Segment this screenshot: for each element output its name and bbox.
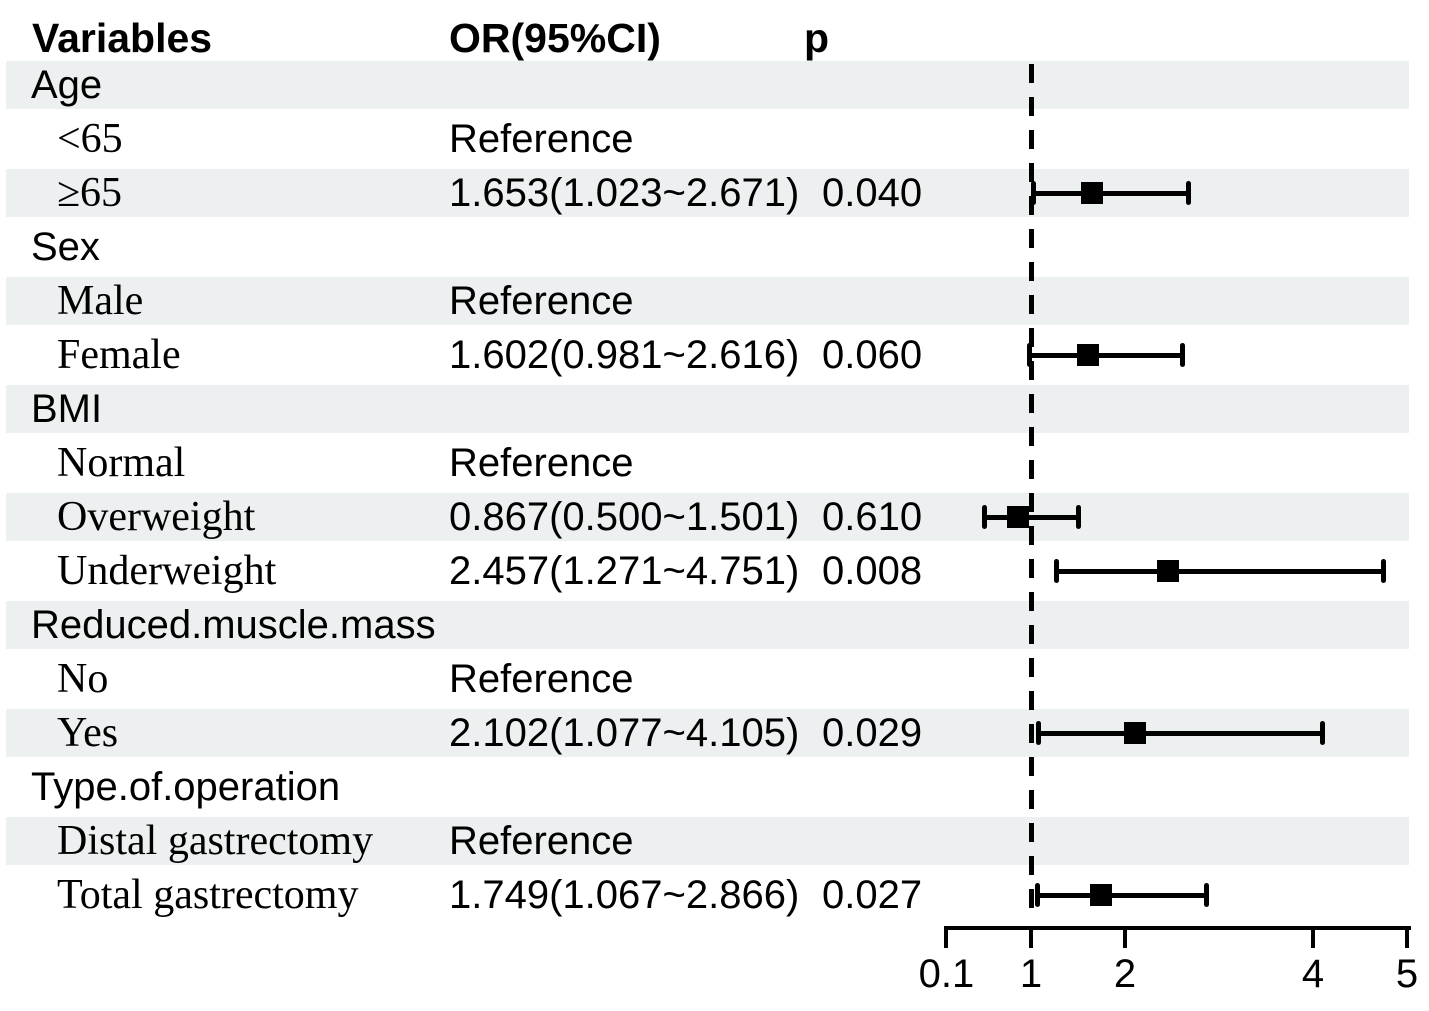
row-label-distal-gastrectomy: Distal gastrectomy: [57, 818, 374, 864]
row-stripe: [6, 61, 1409, 109]
or-ci-value: Reference: [449, 657, 634, 701]
ci-whisker: [1029, 352, 1183, 358]
row-label-reduced-muscle-mass: Reduced.muscle.mass: [31, 603, 436, 647]
row-stripe: [6, 493, 1409, 541]
x-axis-tick-label: 4: [1301, 952, 1325, 996]
row-label-sex: Sex: [31, 225, 100, 269]
ci-whisker: [1056, 568, 1384, 574]
ci-whisker: [1033, 190, 1189, 196]
ci-cap-low: [1035, 721, 1041, 745]
or-ci-value: 0.867(0.500~1.501): [449, 495, 800, 539]
column-header-p: p: [804, 15, 830, 61]
or-ci-value: 1.749(1.067~2.866): [449, 873, 800, 917]
ci-whisker: [1038, 730, 1323, 736]
ci-cap-low: [1053, 559, 1059, 583]
p-value: 0.008: [822, 549, 923, 593]
row-label-65: <65: [57, 116, 123, 162]
row-stripe: [6, 601, 1409, 649]
row-label-underweight: Underweight: [57, 548, 277, 594]
ci-cap-high: [1185, 181, 1191, 205]
ci-cap-high: [1203, 883, 1209, 907]
or-ci-value: 2.102(1.077~4.105): [449, 711, 800, 755]
or-point-marker: [1076, 344, 1099, 366]
x-axis-tick: [1311, 926, 1315, 948]
row-label-age: Age: [31, 63, 103, 107]
or-ci-value: 2.457(1.271~4.751): [449, 549, 800, 593]
row-label-total-gastrectomy: Total gastrectomy: [57, 872, 359, 918]
row-label-type-of-operation: Type.of.operation: [31, 765, 341, 809]
column-header-or-ci: OR(95%CI): [449, 15, 661, 61]
x-axis-tick: [1029, 926, 1033, 948]
row-label-yes: Yes: [57, 710, 119, 756]
row-label-male: Male: [57, 278, 144, 324]
x-axis-tick-label: 0.1: [918, 952, 975, 996]
or-ci-value: Reference: [449, 117, 634, 161]
or-point-marker: [1081, 182, 1104, 204]
row-label-bmi: BMI: [31, 387, 103, 431]
or-ci-value: 1.653(1.023~2.671): [449, 171, 800, 215]
x-axis-tick: [944, 926, 949, 948]
ci-whisker: [1037, 892, 1207, 898]
p-value: 0.610: [822, 495, 923, 539]
row-label-no: No: [57, 656, 109, 702]
p-value: 0.027: [822, 873, 923, 917]
or-ci-value: Reference: [449, 279, 634, 323]
ci-cap-high: [1320, 721, 1326, 745]
ci-cap-low: [981, 505, 987, 529]
or-point-marker: [1156, 560, 1179, 582]
column-header-variables: Variables: [32, 15, 213, 61]
ci-cap-high: [1075, 505, 1081, 529]
or-ci-value: Reference: [449, 441, 634, 485]
row-label-normal: Normal: [57, 440, 186, 486]
row-stripe: [6, 817, 1409, 865]
row-label-female: Female: [57, 332, 181, 378]
or-point-marker: [1090, 884, 1113, 906]
ci-cap-high: [1381, 559, 1387, 583]
p-value: 0.040: [822, 171, 923, 215]
row-label-overweight: Overweight: [57, 494, 256, 540]
or-ci-value: Reference: [449, 819, 634, 863]
row-label-65: ≥65: [57, 170, 123, 216]
or-point-marker: [1007, 506, 1030, 528]
x-axis: [946, 926, 1411, 930]
reference-line: [1028, 64, 1034, 920]
row-stripe: [6, 277, 1409, 325]
x-axis-tick-label: 1: [1019, 952, 1043, 996]
p-value: 0.029: [822, 711, 923, 755]
x-axis-tick: [1123, 926, 1127, 948]
or-point-marker: [1123, 722, 1146, 744]
ci-cap-high: [1180, 343, 1186, 367]
x-axis-tick-label: 5: [1395, 952, 1419, 996]
row-stripe: [6, 385, 1409, 433]
x-axis-tick-label: 2: [1113, 952, 1137, 996]
p-value: 0.060: [822, 333, 923, 377]
or-ci-value: 1.602(0.981~2.616): [449, 333, 800, 377]
x-axis-tick: [1405, 926, 1409, 948]
ci-cap-low: [1034, 883, 1040, 907]
